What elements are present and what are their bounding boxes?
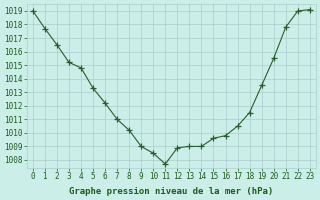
- X-axis label: Graphe pression niveau de la mer (hPa): Graphe pression niveau de la mer (hPa): [69, 187, 274, 196]
